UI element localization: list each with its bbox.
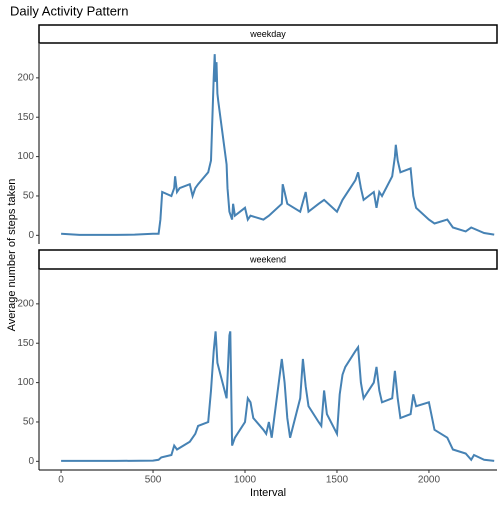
y-tick-label: 50: [23, 191, 35, 202]
line: [61, 331, 495, 462]
x-tick-label: 0: [58, 475, 64, 486]
y-tick-label: 50: [23, 417, 35, 428]
x-tick-label: 2000: [418, 475, 441, 486]
line: [61, 54, 495, 236]
y-axis-label: Average number of steps taken: [6, 179, 18, 332]
y-tick-label: 200: [17, 298, 34, 309]
x-tick-label: 500: [145, 475, 162, 486]
y-tick-label: 200: [17, 72, 34, 83]
chart-title: Daily Activity Pattern: [10, 3, 129, 18]
y-tick-label: 100: [17, 377, 34, 388]
x-tick-label: 1500: [326, 475, 349, 486]
strip-label: weekday: [249, 29, 286, 39]
x-axis-label: Interval: [250, 487, 286, 499]
y-tick-label: 0: [28, 230, 34, 241]
y-tick-label: 100: [17, 151, 34, 162]
x-tick-label: 1000: [234, 475, 257, 486]
strip-label: weekend: [249, 254, 286, 264]
strip: [38, 249, 498, 270]
strip: [38, 24, 498, 44]
y-tick-label: 0: [28, 456, 34, 467]
y-tick-label: 150: [17, 112, 34, 123]
y-tick-label: 150: [17, 338, 34, 349]
